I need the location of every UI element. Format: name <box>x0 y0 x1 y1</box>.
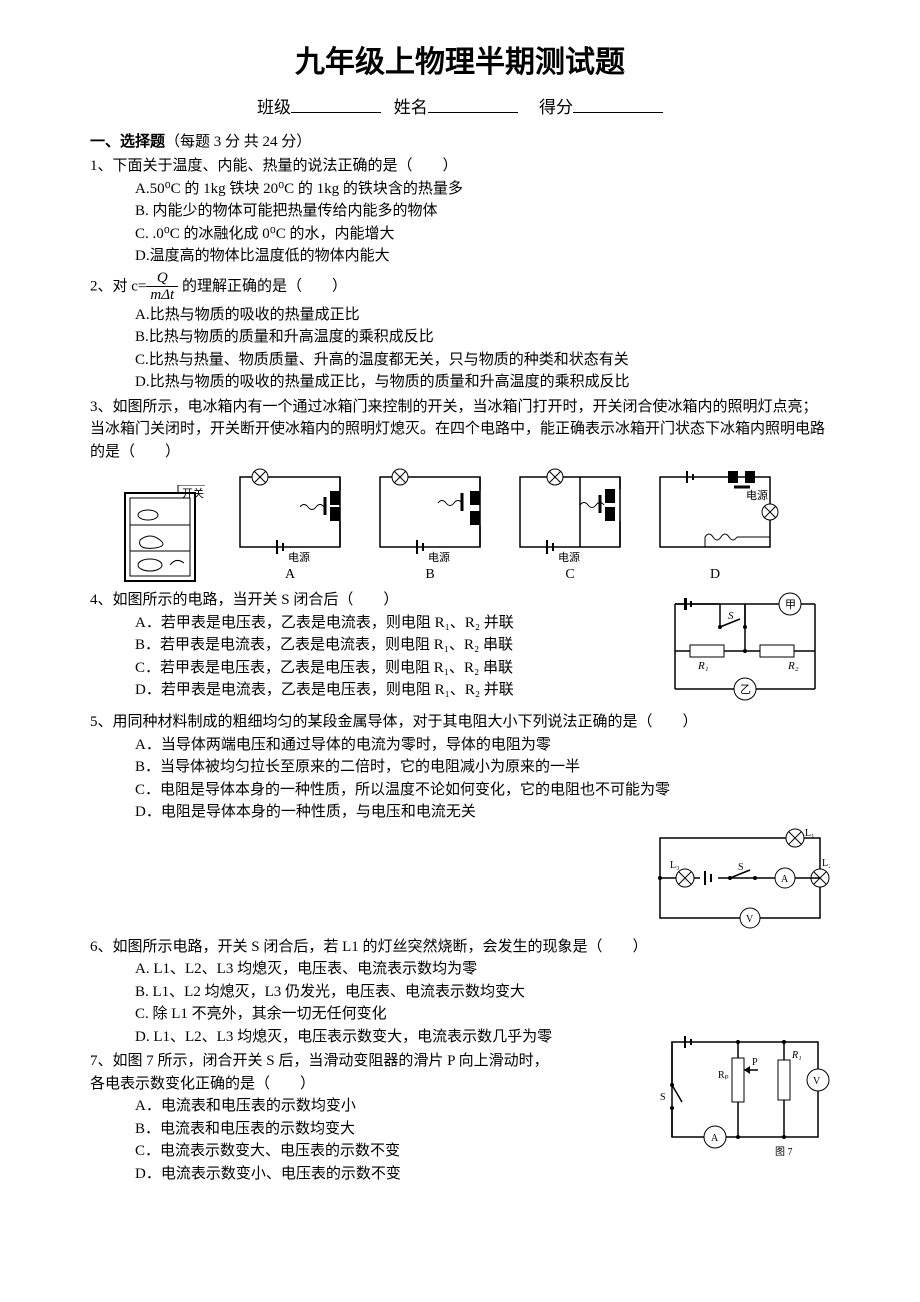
q7-v: V <box>813 1076 821 1087</box>
score-blank[interactable] <box>573 95 663 113</box>
q2-opt-d: D.比热与物质的吸收的热量成正比，与物质的质量和升高温度的乘积成反比 <box>90 371 830 394</box>
q2-post: 的理解正确的是（ ） <box>178 278 347 294</box>
q3-figures: 开关 电源 <box>120 467 830 585</box>
name-label: 姓名 <box>394 98 428 117</box>
class-label: 班级 <box>257 98 291 117</box>
q4-figure: 甲 S R₁ R₂ 乙 <box>660 589 830 709</box>
fridge-icon: 开关 <box>120 485 210 585</box>
class-blank[interactable] <box>291 95 381 113</box>
q4-circuit-icon: 甲 S R₁ R₂ 乙 <box>660 589 830 709</box>
section-1-heading: 一、选择题（每题 3 分 共 24 分） <box>90 131 830 154</box>
q4-jia: 甲 <box>785 599 796 611</box>
q6-v: V <box>746 914 754 925</box>
source-label: 电源 <box>558 550 580 562</box>
q2-den: mΔt <box>146 287 178 304</box>
q2-opt-a: A.比热与物质的吸收的热量成正比 <box>90 304 830 327</box>
q7-circuit-icon: Rₚ P R₁ V S A 图 7 <box>660 1030 830 1160</box>
question-7: Rₚ P R₁ V S A 图 7 7、如 <box>90 1050 830 1185</box>
q1-opt-b: B. 内能少的物体可能把热量传给内能多的物体 <box>90 200 830 223</box>
q2-fraction: QmΔt <box>146 270 178 304</box>
q5-opt-a: A．当导体两端电压和通过导体的电流为零时，导体的电阻为零 <box>90 734 830 757</box>
q3-label-d: D <box>650 564 780 585</box>
question-1: 1、下面关于温度、内能、热量的说法正确的是（ ） A.50⁰C 的 1kg 铁块… <box>90 155 830 268</box>
q1-opt-c: C. .0⁰C 的冰融化成 0⁰C 的水，内能增大 <box>90 223 830 246</box>
q6-opt-b: B. L1、L2 均熄灭，L3 仍发光，电压表、电流表示数均变大 <box>90 981 830 1004</box>
source-label: 电源 <box>288 550 310 562</box>
fridge-switch-label: 开关 <box>182 486 204 500</box>
section-1-title: 一、选择题 <box>90 134 165 150</box>
q6-circuit-icon: L₁ L₂ L₃ S A <box>650 826 830 936</box>
q3-label-b: B <box>370 564 490 585</box>
q4-r1: R₁ <box>697 660 709 672</box>
q3-circuit-c: 电源 C <box>510 467 630 585</box>
q4-s: S <box>728 610 734 622</box>
circuit-c-icon: 电源 <box>510 467 630 562</box>
q6-l3: L₃ <box>670 860 680 871</box>
page-title: 九年级上物理半期测试题 <box>90 40 830 85</box>
section-1-note: （每题 3 分 共 24 分） <box>165 134 311 150</box>
q1-opt-d: D.温度高的物体比温度低的物体内能大 <box>90 245 830 268</box>
q2-opt-b: B.比热与物质的质量和升高温度的乘积成反比 <box>90 326 830 349</box>
header-line: 班级 姓名 得分 <box>90 95 830 121</box>
q2-opt-c: C.比热与热量、物质质量、升高的温度都无关，只与物质的种类和状态有关 <box>90 349 830 372</box>
q5-opt-c: C．电阻是导体本身的一种性质，所以温度不论如何变化，它的电阻也不可能为零 <box>90 779 830 802</box>
question-4: 甲 S R₁ R₂ 乙 4、如图所示的电路，当开关 S 闭合后（ ） A． <box>90 589 830 709</box>
q7-p: P <box>752 1057 758 1068</box>
source-label: 电源 <box>428 550 450 562</box>
q2-stem: 2、对 c=QmΔt 的理解正确的是（ ） <box>90 270 830 304</box>
q3-label-c: C <box>510 564 630 585</box>
q7-r1: R₁ <box>791 1050 802 1061</box>
q6-l2: L₂ <box>822 858 830 869</box>
q5-opt-b: B．当导体被均匀拉长至原来的二倍时，它的电阻减小为原来的一半 <box>90 756 830 779</box>
question-6: L₁ L₂ L₃ S A <box>90 826 830 1049</box>
q7-figure: Rₚ P R₁ V S A 图 7 <box>660 1030 830 1160</box>
source-label: 电源 <box>746 488 768 502</box>
q6-s: S <box>738 862 744 873</box>
question-2: 2、对 c=QmΔt 的理解正确的是（ ） A.比热与物质的吸收的热量成正比 B… <box>90 270 830 394</box>
q3-fridge: 开关 <box>120 485 210 585</box>
q3-circuit-a: 电源 A <box>230 467 350 585</box>
q5-stem: 5、用同种材料制成的粗细均匀的某段金属导体，对于其电阻大小下列说法正确的是（ ） <box>90 711 830 734</box>
question-5: 5、用同种材料制成的粗细均匀的某段金属导体，对于其电阻大小下列说法正确的是（ ）… <box>90 711 830 824</box>
q2-pre: 2、对 c= <box>90 278 146 294</box>
circuit-a-icon: 电源 <box>230 467 350 562</box>
q6-opt-a: A. L1、L2、L3 均熄灭，电压表、电流表示数均为零 <box>90 958 830 981</box>
q6-opt-c: C. 除 L1 不亮外，其余一切无任何变化 <box>90 1003 830 1026</box>
q3-label-a: A <box>230 564 350 585</box>
q7-caption: 图 7 <box>775 1146 793 1158</box>
q5-opt-d: D．电阻是导体本身的一种性质，与电压和电流无关 <box>90 801 830 824</box>
question-3: 3、如图所示，电冰箱内有一个通过冰箱门来控制的开关，当冰箱门打开时，开关闭合使冰… <box>90 396 830 586</box>
q7-s: S <box>660 1092 666 1103</box>
q3-circuit-b: 电源 B <box>370 467 490 585</box>
q7-rp: Rₚ <box>718 1070 729 1081</box>
q3-circuit-d: 电源 D <box>650 467 780 585</box>
q1-stem: 1、下面关于温度、内能、热量的说法正确的是（ ） <box>90 155 830 178</box>
q7-a: A <box>711 1133 719 1144</box>
q6-a: A <box>781 874 789 885</box>
q2-num: Q <box>146 270 178 288</box>
q7-opt-d: D．电流表示数变小、电压表的示数不变 <box>90 1163 830 1186</box>
q6-l1: L₁ <box>805 828 815 839</box>
q4-r2: R₂ <box>787 660 799 672</box>
q4-yi: 乙 <box>740 683 751 696</box>
q3-stem: 3、如图所示，电冰箱内有一个通过冰箱门来控制的开关，当冰箱门打开时，开关闭合使冰… <box>90 396 830 464</box>
name-blank[interactable] <box>428 95 518 113</box>
q1-opt-a: A.50⁰C 的 1kg 铁块 20⁰C 的 1kg 的铁块含的热量多 <box>90 178 830 201</box>
circuit-d-icon: 电源 <box>650 467 780 562</box>
q6-figure: L₁ L₂ L₃ S A <box>650 826 830 936</box>
circuit-b-icon: 电源 <box>370 467 490 562</box>
score-label: 得分 <box>539 98 573 117</box>
